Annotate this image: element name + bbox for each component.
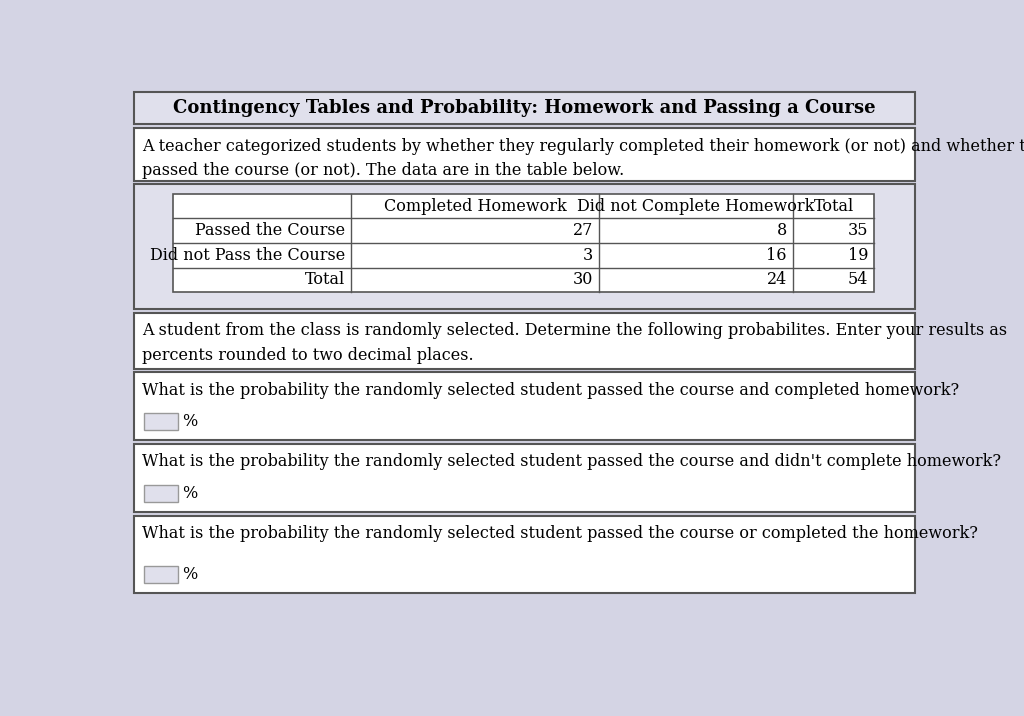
Bar [134, 444, 915, 512]
Text: 27: 27 [572, 222, 593, 239]
Text: A student from the class is randomly selected. Determine the following probabili: A student from the class is randomly sel… [142, 322, 1007, 364]
Bar [143, 566, 177, 583]
Text: 19: 19 [848, 247, 868, 263]
Bar [134, 128, 915, 180]
Text: What is the probability the randomly selected student passed the course or compl: What is the probability the randomly sel… [142, 525, 978, 542]
Bar [134, 372, 915, 440]
Bar [134, 92, 915, 125]
Text: Passed the Course: Passed the Course [195, 222, 345, 239]
Text: %: % [182, 413, 198, 430]
Text: Total: Total [813, 198, 854, 215]
Bar [134, 313, 915, 369]
Text: %: % [182, 485, 198, 502]
Text: Did not Complete Homework: Did not Complete Homework [578, 198, 815, 215]
Text: 24: 24 [767, 271, 786, 289]
Text: 35: 35 [848, 222, 868, 239]
Text: Contingency Tables and Probability: Homework and Passing a Course: Contingency Tables and Probability: Home… [173, 100, 877, 117]
Text: Did not Pass the Course: Did not Pass the Course [150, 247, 345, 263]
Text: 3: 3 [583, 247, 593, 263]
Text: Total: Total [305, 271, 345, 289]
Bar [173, 194, 874, 292]
Text: 8: 8 [776, 222, 786, 239]
Text: 16: 16 [766, 247, 786, 263]
Text: 30: 30 [572, 271, 593, 289]
Text: Completed Homework: Completed Homework [384, 198, 566, 215]
Text: What is the probability the randomly selected student passed the course and didn: What is the probability the randomly sel… [142, 453, 1000, 470]
Bar [143, 413, 177, 430]
Bar [143, 485, 177, 502]
Text: %: % [182, 566, 198, 583]
Text: A teacher categorized students by whether they regularly completed their homewor: A teacher categorized students by whethe… [142, 137, 1024, 179]
Text: 54: 54 [848, 271, 868, 289]
Bar [134, 185, 915, 309]
Bar [134, 516, 915, 593]
Text: What is the probability the randomly selected student passed the course and comp: What is the probability the randomly sel… [142, 382, 959, 399]
